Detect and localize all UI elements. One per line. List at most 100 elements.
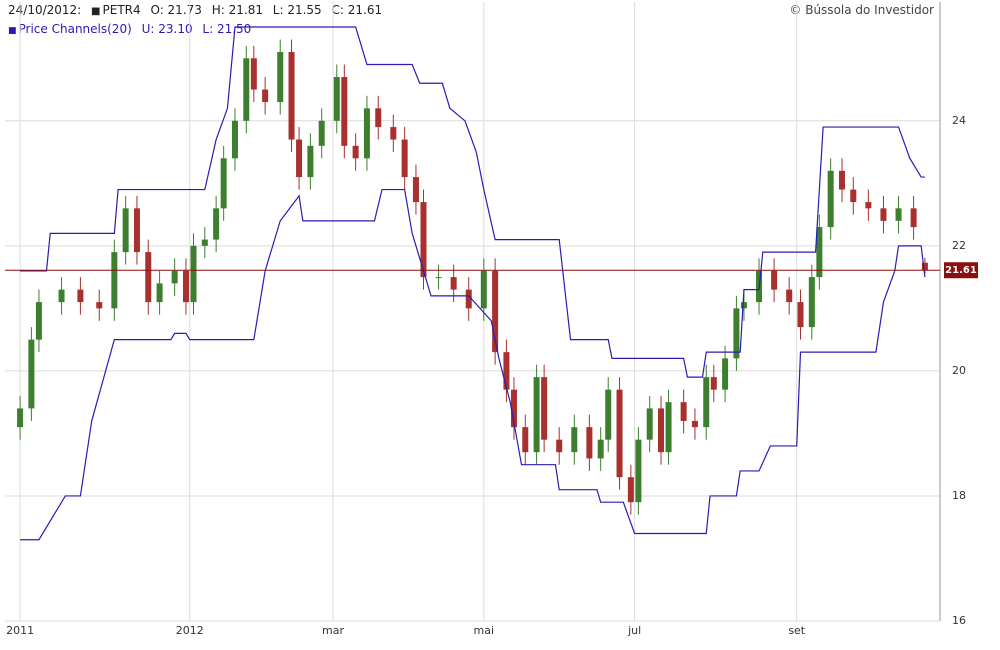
candle-body: [733, 308, 740, 359]
indicator-value: L: 21.50: [202, 22, 252, 36]
candle-body: [363, 108, 370, 159]
candle-body: [307, 145, 314, 178]
candle-body: [827, 170, 834, 228]
candle-body: [145, 252, 152, 303]
ohlc: C: 21.61: [331, 3, 383, 17]
indicator-value: U: 23.10: [141, 22, 193, 36]
candle-body: [586, 427, 593, 459]
y-tick-label: 20: [952, 364, 966, 377]
candle-body: [201, 239, 208, 246]
candle-body: [910, 208, 917, 228]
candle-body: [341, 77, 348, 146]
candle-body: [333, 77, 340, 121]
candle-body: [352, 145, 359, 159]
candle-body: [616, 389, 623, 478]
candle-body: [797, 302, 804, 328]
candle-body: [190, 245, 197, 303]
copyright: © Bússola do Investidor: [789, 3, 934, 17]
y-tick-label: 22: [952, 239, 966, 252]
candle-body: [865, 202, 872, 209]
candle-body: [771, 270, 778, 290]
candle-body: [503, 352, 510, 390]
candle-body: [816, 227, 823, 278]
candle-body: [703, 377, 710, 428]
candle-body: [262, 89, 269, 103]
candle-body: [605, 389, 612, 440]
y-tick-label: 18: [952, 489, 966, 502]
candle-body: [786, 289, 793, 303]
candle-body: [401, 139, 408, 178]
candle-body: [35, 302, 42, 340]
candle-body: [492, 270, 499, 353]
date: 24/10/2012:: [8, 3, 82, 17]
candle-body: [77, 289, 84, 303]
candle-body: [450, 277, 457, 290]
candle-body: [156, 283, 163, 303]
ohlc: O: 21.73: [150, 3, 202, 17]
candle-body: [465, 289, 472, 309]
candle-body: [541, 377, 548, 440]
candle-body: [480, 270, 487, 309]
candle-body: [556, 439, 563, 453]
candle-body: [680, 402, 687, 421]
candle-body: [522, 427, 529, 453]
candle-body: [627, 477, 634, 503]
candle-body: [808, 277, 815, 328]
candle-body: [182, 270, 189, 303]
candle-body: [420, 202, 427, 278]
candle-body: [880, 208, 887, 221]
candle-body: [111, 252, 118, 309]
ohlc: L: 21.55: [272, 3, 322, 17]
indicator-name: Price Channels(20): [18, 22, 132, 36]
candle-body: [390, 127, 397, 140]
candle-body: [28, 339, 35, 409]
candle-body: [710, 377, 717, 390]
candle-body: [213, 208, 220, 240]
candle-body: [375, 108, 382, 128]
quote-header: 24/10/2012: ■ PETR4 O: 21.73 H: 21.81 L: …: [8, 3, 388, 17]
candle-body: [435, 277, 442, 279]
symbol-icon: ■: [91, 6, 101, 17]
candle-body: [838, 170, 845, 190]
candle-body: [658, 408, 665, 453]
indicator-header: ■ Price Channels(20) U: 23.10 L: 21.50: [8, 22, 257, 36]
candle-body: [220, 158, 227, 209]
candle-body: [412, 177, 419, 203]
symbol: PETR4: [102, 3, 141, 17]
x-tick-label: set: [788, 624, 805, 637]
ohlc: H: 21.81: [211, 3, 263, 17]
candle-body: [510, 389, 517, 428]
last-price-label: 21.61: [945, 265, 977, 276]
candle-body: [691, 420, 698, 428]
candle-body: [740, 302, 747, 309]
candle-body: [296, 139, 303, 178]
candle-body: [133, 208, 140, 253]
channel-line: [20, 188, 926, 541]
candle-body: [665, 402, 672, 453]
candle-body: [850, 189, 857, 203]
x-tick-label: 2011: [6, 624, 34, 637]
candle-body: [277, 52, 284, 103]
candle-body: [318, 120, 325, 146]
candle-body: [58, 289, 65, 303]
x-tick-label: mai: [474, 624, 495, 637]
candle-body: [17, 408, 24, 428]
candle-body: [571, 427, 578, 453]
candle-body: [722, 358, 729, 390]
candle-body: [96, 302, 103, 309]
x-tick-label: 2012: [176, 624, 204, 637]
y-tick-label: 24: [952, 114, 966, 127]
x-tick-label: jul: [627, 624, 641, 637]
candle-body: [635, 439, 642, 503]
candle-body: [250, 58, 257, 90]
channel-line: [20, 26, 925, 378]
y-tick-label: 16: [952, 614, 966, 627]
candle-body: [597, 439, 604, 459]
candle-body: [231, 120, 238, 159]
candle-body: [171, 270, 178, 284]
candle-body: [895, 208, 902, 221]
x-tick-label: mar: [322, 624, 344, 637]
candle-body: [122, 208, 129, 253]
